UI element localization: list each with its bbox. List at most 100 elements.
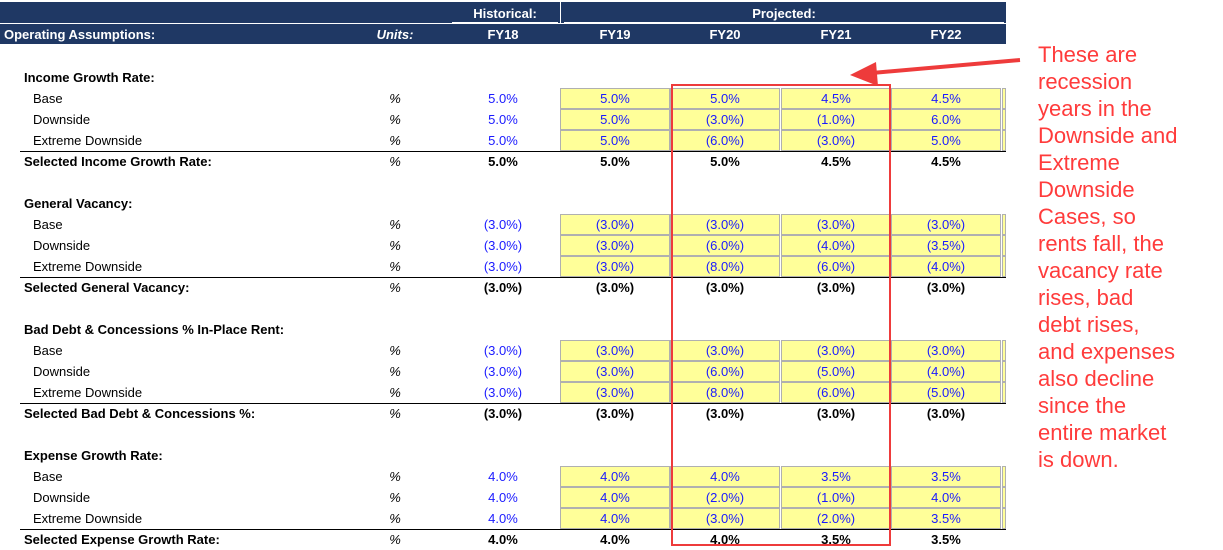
value-cell: (3.0%) [483, 238, 523, 253]
value-cell: (6.0%) [705, 364, 745, 379]
selected-unit: % [389, 154, 401, 169]
value-cell: (3.5%) [926, 238, 966, 253]
value-cell: 3.5% [821, 469, 851, 484]
row-unit: % [389, 343, 401, 358]
selected-rule [20, 403, 1006, 404]
value-cell: 5.0% [600, 133, 630, 148]
selected-label: Selected Expense Growth Rate: [24, 532, 220, 547]
row-label: Base [33, 469, 63, 484]
value-cell: (3.0%) [483, 343, 523, 358]
selected-value: 4.5% [821, 154, 851, 169]
input-cell-edge [1002, 508, 1006, 529]
value-cell: (2.0%) [816, 511, 856, 526]
input-cell [891, 382, 1001, 403]
header-year: FY21 [820, 27, 852, 42]
value-cell: (3.0%) [595, 238, 635, 253]
value-cell: (1.0%) [816, 112, 856, 127]
input-cell-edge [1002, 109, 1006, 130]
value-cell: (2.0%) [705, 490, 745, 505]
header-label: Operating Assumptions: [4, 27, 156, 42]
selected-value: (3.0%) [483, 280, 523, 295]
value-cell: 5.0% [488, 112, 518, 127]
selected-label: Selected Income Growth Rate: [24, 154, 212, 169]
row-unit: % [389, 91, 401, 106]
value-cell: (3.0%) [705, 217, 745, 232]
row-label: Downside [33, 490, 91, 505]
value-cell: (3.0%) [595, 364, 635, 379]
selected-value: (3.0%) [705, 280, 745, 295]
value-cell: 4.0% [488, 490, 518, 505]
value-cell: (3.0%) [595, 259, 635, 274]
value-cell: 5.0% [710, 91, 740, 106]
annotation-line: entire market [1038, 420, 1167, 445]
value-cell: (3.0%) [595, 343, 635, 358]
value-cell: 4.0% [600, 469, 630, 484]
row-label: Extreme Downside [33, 385, 143, 400]
row-unit: % [389, 511, 401, 526]
selected-unit: % [389, 532, 401, 547]
value-cell: 5.0% [488, 91, 518, 106]
annotation-line: Cases, so [1038, 204, 1136, 229]
selected-value: 4.0% [488, 532, 518, 547]
value-cell: (3.0%) [705, 112, 745, 127]
selected-rule [20, 529, 1006, 530]
input-cell-edge [1002, 130, 1006, 151]
annotation-line: debt rises, [1038, 312, 1140, 337]
input-cell [891, 88, 1001, 109]
input-cell-edge [1002, 340, 1006, 361]
annotation-line: recession [1038, 69, 1133, 94]
selected-value: (3.0%) [926, 280, 966, 295]
row-unit: % [389, 217, 401, 232]
selected-value: 5.0% [600, 154, 630, 169]
selected-value: (3.0%) [483, 406, 523, 421]
header-band-2 [0, 24, 1006, 44]
value-cell: (3.0%) [595, 385, 635, 400]
input-cell-edge [1002, 361, 1006, 382]
annotation-line: years in the [1038, 96, 1152, 121]
input-cell [891, 214, 1001, 235]
selected-rule [20, 151, 1006, 152]
value-cell: (5.0%) [926, 385, 966, 400]
value-cell: (3.0%) [926, 343, 966, 358]
value-cell: (4.0%) [926, 259, 966, 274]
input-cell [891, 487, 1001, 508]
selected-value: (3.0%) [595, 406, 635, 421]
annotation-line: vacancy rate [1038, 258, 1163, 283]
value-cell: 4.0% [488, 469, 518, 484]
row-label: Extreme Downside [33, 133, 143, 148]
input-cell-edge [1002, 214, 1006, 235]
row-unit: % [389, 133, 401, 148]
value-cell: (8.0%) [705, 259, 745, 274]
input-cell [560, 361, 670, 382]
input-cell [560, 466, 670, 487]
value-cell: 4.0% [710, 469, 740, 484]
value-cell: 5.0% [600, 91, 630, 106]
selected-value: (3.0%) [816, 406, 856, 421]
annotation-line: since the [1038, 393, 1127, 418]
value-cell: (6.0%) [705, 133, 745, 148]
selected-value: (3.0%) [595, 280, 635, 295]
annotation-line: rises, bad [1038, 285, 1134, 310]
input-cell [891, 109, 1001, 130]
header-year: FY20 [709, 27, 741, 42]
value-cell: (3.0%) [816, 217, 856, 232]
value-cell: (8.0%) [705, 385, 745, 400]
input-cell-edge [1002, 256, 1006, 277]
value-cell: 6.0% [931, 112, 961, 127]
row-unit: % [389, 238, 401, 253]
selected-unit: % [389, 406, 401, 421]
value-cell: (6.0%) [816, 385, 856, 400]
input-cell [891, 130, 1001, 151]
value-cell: (6.0%) [705, 238, 745, 253]
row-unit: % [389, 385, 401, 400]
header-year: FY22 [930, 27, 962, 42]
value-cell: 5.0% [931, 133, 961, 148]
selected-value: 5.0% [710, 154, 740, 169]
selected-value: (3.0%) [926, 406, 966, 421]
header-historical: Historical: [473, 6, 537, 21]
selected-value: (3.0%) [705, 406, 745, 421]
value-cell: 3.5% [931, 469, 961, 484]
row-unit: % [389, 364, 401, 379]
row-label: Downside [33, 238, 91, 253]
